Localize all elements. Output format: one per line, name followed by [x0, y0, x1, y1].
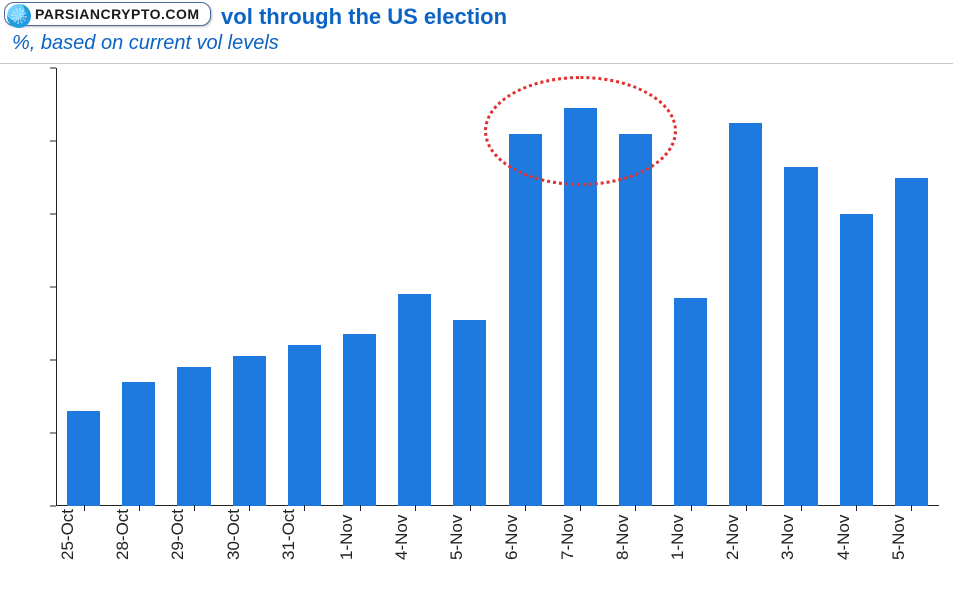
x-tick-label: 30-Oct	[224, 509, 244, 560]
bar	[398, 294, 431, 506]
x-tick-mark	[360, 505, 361, 511]
x-label-slot: 4-Nov	[829, 506, 884, 560]
figure-root: Figure 1: Daily BTC vol through the US e…	[0, 0, 953, 611]
bar-slot	[56, 68, 111, 506]
bar	[895, 178, 928, 507]
y-tick: 40	[0, 360, 56, 361]
y-tick: 0	[0, 506, 56, 507]
x-tick-label: 6-Nov	[502, 515, 522, 560]
x-tick-label: 3-Nov	[778, 515, 798, 560]
y-tick: 120	[0, 68, 56, 69]
x-label-slot: 31-Oct	[277, 506, 332, 560]
x-tick-mark	[635, 505, 636, 511]
bar-slot	[277, 68, 332, 506]
bar-slot	[718, 68, 773, 506]
bar	[177, 367, 210, 506]
x-label-slot: 29-Oct	[166, 506, 221, 560]
bar	[233, 356, 266, 506]
bar	[453, 320, 486, 506]
bar-slot	[608, 68, 663, 506]
bar-slot	[553, 68, 608, 506]
bar-slot	[829, 68, 884, 506]
x-label-slot: 3-Nov	[773, 506, 828, 560]
x-tick-mark	[691, 505, 692, 511]
bars-container	[56, 68, 939, 506]
bar-slot	[773, 68, 828, 506]
x-tick-label: 5-Nov	[447, 515, 467, 560]
x-tick-label: 28-Oct	[113, 509, 133, 560]
x-label-slot: 4-Nov	[387, 506, 442, 560]
y-tick: 80	[0, 214, 56, 215]
x-tick-mark	[470, 505, 471, 511]
x-tick-mark	[249, 505, 250, 511]
bar-slot	[387, 68, 442, 506]
x-label-slot: 5-Nov	[884, 506, 939, 560]
y-tick: 100	[0, 141, 56, 142]
bar-slot	[166, 68, 221, 506]
watermark-icon	[7, 4, 31, 28]
bar	[564, 108, 597, 506]
x-tick-mark	[415, 505, 416, 511]
title-frag-right: vol through the US election	[215, 4, 507, 29]
x-labels: 25-Oct 28-Oct 29-Oct 30-Oct 31-Oct 1-Nov 4-Nov…	[56, 506, 939, 560]
x-label-slot: 30-Oct	[222, 506, 277, 560]
x-tick-label: 31-Oct	[279, 509, 299, 560]
x-label-slot: 2-Nov	[718, 506, 773, 560]
x-tick-mark	[746, 505, 747, 511]
x-tick-mark	[194, 505, 195, 511]
bar	[729, 123, 762, 506]
chart-subtitle: %, based on current vol levels	[12, 32, 953, 55]
y-tick: 20	[0, 433, 56, 434]
watermark-text: PARSIANCRYPTO.COM	[35, 6, 200, 22]
x-tick-mark	[801, 505, 802, 511]
bar-slot	[111, 68, 166, 506]
x-tick-mark	[304, 505, 305, 511]
x-tick-label: 4-Nov	[392, 515, 412, 560]
x-label-slot: 8-Nov	[608, 506, 663, 560]
chart-area: 0 20 40 60 80 100 120 25-Oct 28-Oct 29-Oct 30-Oct…	[0, 64, 953, 560]
bar	[288, 345, 321, 506]
x-tick-mark	[856, 505, 857, 511]
y-tick: 60	[0, 287, 56, 288]
plot-region	[56, 68, 939, 506]
bar-slot	[332, 68, 387, 506]
x-tick-label: 25-Oct	[58, 509, 78, 560]
bar-slot	[442, 68, 497, 506]
x-tick-label: 8-Nov	[613, 515, 633, 560]
x-tick-mark	[911, 505, 912, 511]
bar	[784, 167, 817, 506]
bar	[619, 134, 652, 506]
x-tick-label: 1-Nov	[668, 515, 688, 560]
bar	[67, 411, 100, 506]
x-tick-label: 29-Oct	[168, 509, 188, 560]
x-label-slot: 6-Nov	[498, 506, 553, 560]
x-tick-label: 7-Nov	[558, 515, 578, 560]
x-tick-label: 5-Nov	[889, 515, 909, 560]
bar-slot	[663, 68, 718, 506]
x-label-slot: 1-Nov	[332, 506, 387, 560]
x-label-slot: 1-Nov	[663, 506, 718, 560]
x-tick-label: 2-Nov	[723, 515, 743, 560]
bar	[840, 214, 873, 506]
bar	[122, 382, 155, 506]
x-tick-label: 1-Nov	[337, 515, 357, 560]
x-tick-mark	[580, 505, 581, 511]
x-label-slot: 5-Nov	[442, 506, 497, 560]
x-label-slot: 7-Nov	[553, 506, 608, 560]
x-label-slot: 28-Oct	[111, 506, 166, 560]
bar-slot	[222, 68, 277, 506]
bar-slot	[884, 68, 939, 506]
x-tick-mark	[525, 505, 526, 511]
x-label-slot: 25-Oct	[56, 506, 111, 560]
x-tick-mark	[139, 505, 140, 511]
bar-slot	[498, 68, 553, 506]
watermark-badge: PARSIANCRYPTO.COM	[4, 2, 211, 26]
bar	[509, 134, 542, 506]
bar	[343, 334, 376, 506]
x-tick-label: 4-Nov	[834, 515, 854, 560]
bar	[674, 298, 707, 506]
x-tick-mark	[84, 505, 85, 511]
